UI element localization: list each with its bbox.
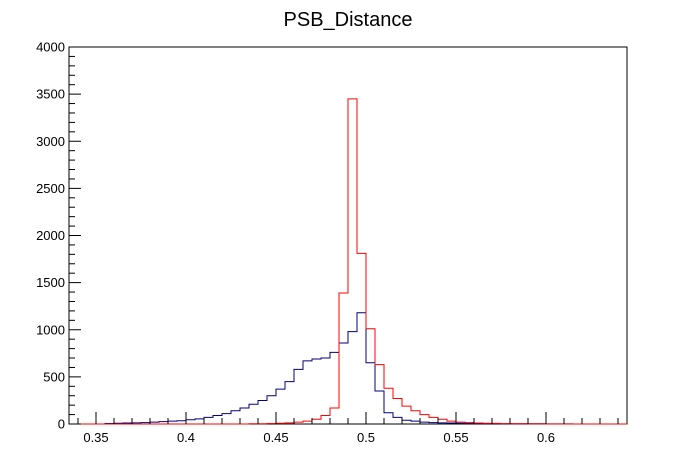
y-tick-label: 0	[58, 417, 65, 432]
x-tick-label: 0.35	[83, 430, 108, 445]
x-tick-label: 0.5	[357, 430, 375, 445]
y-tick-label: 500	[43, 369, 65, 384]
series-line-0	[78, 312, 627, 425]
x-tick-label: 0.45	[263, 430, 288, 445]
y-tick-label: 1000	[36, 322, 65, 337]
y-tick-label: 2500	[36, 181, 65, 196]
y-tick-label: 2000	[36, 228, 65, 243]
chart-title: PSB_Distance	[284, 9, 413, 31]
series-layer	[78, 98, 627, 425]
y-tick-label: 1500	[36, 275, 65, 290]
x-tick-label: 0.4	[177, 430, 195, 445]
y-tick-label: 4000	[36, 40, 65, 55]
y-tick-label: 3000	[36, 134, 65, 149]
x-tick-label: 0.6	[537, 430, 555, 445]
x-tick-label: 0.55	[443, 430, 468, 445]
series-line-1	[78, 98, 627, 425]
axes-layer: 0 500 1000 1500 2000 2500 3000 3500 4000 0.35 0.4 0…	[36, 40, 619, 445]
y-tick-label: 3500	[36, 87, 65, 102]
